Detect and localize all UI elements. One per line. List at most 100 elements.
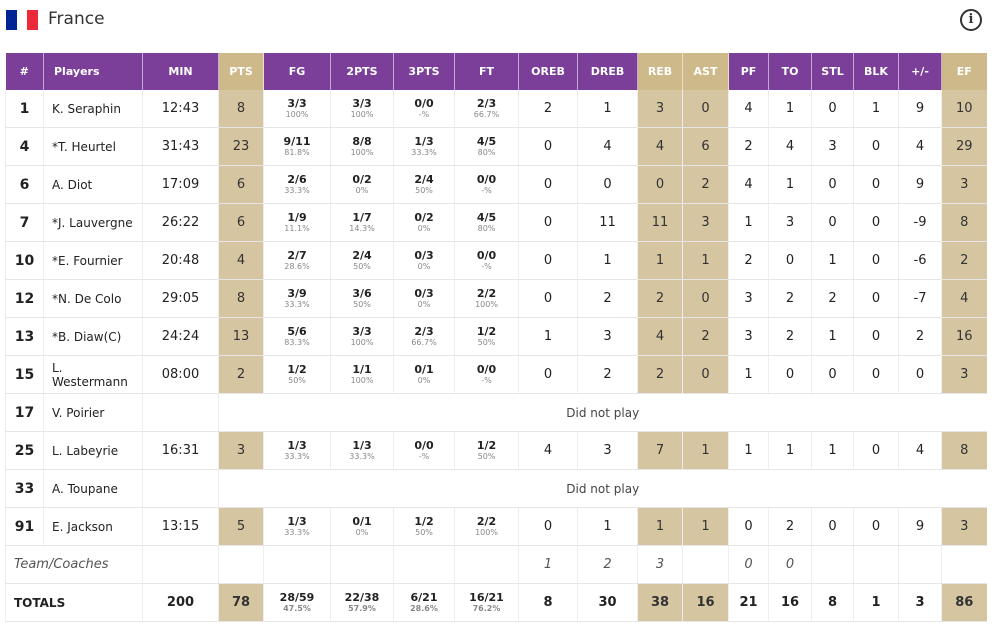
- france-flag-icon: [6, 10, 39, 30]
- reb-cell: 7: [637, 431, 683, 470]
- column-header-fg[interactable]: FG: [263, 53, 331, 90]
- player-name[interactable]: K. Seraphin: [43, 90, 143, 128]
- three-points-cell-made: 0/0: [414, 96, 434, 110]
- player-name[interactable]: L. Westermann: [43, 355, 143, 394]
- three-points-cell-percent: 66.7%: [411, 337, 437, 347]
- two-points-cell-percent: 0%: [355, 527, 369, 537]
- reb-cell: 0: [637, 165, 683, 204]
- to-cell: 2: [768, 317, 812, 356]
- dreb-cell: 4: [577, 127, 638, 166]
- points-cell: 3: [218, 431, 264, 470]
- two-points-cell: 8/8 100%: [330, 127, 394, 166]
- field-goals-cell-percent: 28.6%: [284, 261, 310, 271]
- field-goals-cell-made: 9/11: [283, 134, 311, 148]
- two-points-cell-percent: 100%: [350, 147, 374, 157]
- player-number: 10: [5, 241, 44, 280]
- player-name[interactable]: *B. Diaw(C): [43, 317, 143, 356]
- free-throws-cell-made: 1/2: [476, 438, 497, 452]
- field-goals-cell: 1/3 33.3%: [263, 431, 331, 470]
- box-score-table: # Players MIN PTS FG 2PTS 3PTS FT OREB DREB REB AST…: [5, 53, 987, 622]
- free-throws-cell-made: 2/2: [476, 514, 497, 528]
- field-goals-cell: 3/9 33.3%: [263, 279, 331, 318]
- column-header-number[interactable]: #: [5, 53, 44, 90]
- three-points-cell: 0/1 0%: [393, 355, 455, 394]
- column-header-players[interactable]: Players: [43, 53, 143, 90]
- three-points-cell-percent: 0%: [417, 375, 431, 385]
- three-points-cell: 0/3 0%: [393, 241, 455, 280]
- three-points-cell-percent: 0%: [417, 299, 431, 309]
- free-throws-cell-percent: -%: [481, 375, 492, 385]
- column-header-min[interactable]: MIN: [142, 53, 219, 90]
- efficiency-cell: 3: [941, 165, 987, 204]
- plus-minus-cell: 3: [898, 583, 942, 622]
- minutes-cell: 17:09: [142, 165, 219, 204]
- column-header-plus-minus[interactable]: +/-: [898, 53, 942, 90]
- player-name[interactable]: *T. Heurtel: [43, 127, 143, 166]
- field-goals-cell-made: 1/3: [287, 514, 307, 528]
- blk-cell: 1: [853, 583, 899, 622]
- to-cell: 16: [768, 583, 812, 622]
- column-header-2pts[interactable]: 2PTS: [330, 53, 394, 90]
- player-name[interactable]: A. Toupane: [43, 469, 143, 508]
- three-points-cell-made: 0/3: [414, 286, 434, 300]
- player-row: 25 L. Labeyrie 16:31 3 1/3 33.3% 1/3 33.3% 0/0 -%…: [5, 431, 987, 470]
- empty-cell: [811, 545, 854, 584]
- player-name[interactable]: *N. De Colo: [43, 279, 143, 318]
- three-points-cell-made: 1/2: [414, 514, 434, 528]
- free-throws-cell-percent: 100%: [475, 299, 498, 309]
- column-header-ef[interactable]: EF: [941, 53, 987, 90]
- player-name[interactable]: E. Jackson: [43, 507, 143, 546]
- three-points-cell-made: 2/4: [414, 172, 434, 186]
- column-header-to[interactable]: TO: [768, 53, 812, 90]
- two-points-cell-made: 2/4: [352, 248, 372, 262]
- totals-label: TOTALS: [5, 583, 143, 622]
- free-throws-cell-percent: 100%: [475, 527, 498, 537]
- plus-minus-cell: 0: [898, 355, 942, 394]
- two-points-cell-made: 3/6: [352, 286, 372, 300]
- player-name[interactable]: *E. Fournier: [43, 241, 143, 280]
- ast-cell: 3: [682, 203, 729, 242]
- stl-cell: 0: [811, 203, 854, 242]
- three-points-cell: 2/3 66.7%: [393, 317, 455, 356]
- free-throws-cell-made: 4/5: [476, 134, 497, 148]
- column-header-pf[interactable]: PF: [728, 53, 769, 90]
- player-name[interactable]: V. Poirier: [43, 393, 143, 432]
- empty-cell: [263, 545, 331, 584]
- column-header-pts[interactable]: PTS: [218, 53, 264, 90]
- efficiency-cell: 4: [941, 279, 987, 318]
- free-throws-cell-percent: 50%: [477, 451, 496, 461]
- dreb-cell: 2: [577, 545, 638, 584]
- team-coaches-row: Team/Coaches 1 2 3 0 0: [5, 545, 987, 584]
- player-name[interactable]: *J. Lauvergne: [43, 203, 143, 242]
- column-header-row: # Players MIN PTS FG 2PTS 3PTS FT OREB DREB REB AST…: [5, 53, 987, 90]
- plus-minus-cell: 9: [898, 165, 942, 204]
- efficiency-cell: 10: [941, 90, 987, 128]
- info-icon[interactable]: i: [960, 9, 982, 31]
- ast-cell: 0: [682, 90, 729, 128]
- column-header-3pts[interactable]: 3PTS: [393, 53, 455, 90]
- ast-cell: 0: [682, 355, 729, 394]
- column-header-reb[interactable]: REB: [637, 53, 683, 90]
- dreb-cell: 3: [577, 431, 638, 470]
- player-row: 1 K. Seraphin 12:43 8 3/3 100% 3/3 100% 0/0 -% 2/3…: [5, 90, 987, 128]
- column-header-ast[interactable]: AST: [682, 53, 729, 90]
- column-header-dreb[interactable]: DREB: [577, 53, 638, 90]
- ast-cell: 16: [682, 583, 729, 622]
- free-throws-cell-made: 0/0: [476, 248, 497, 262]
- two-points-cell: 2/4 50%: [330, 241, 394, 280]
- player-number: 91: [5, 507, 44, 546]
- pf-cell: 3: [728, 317, 769, 356]
- field-goals-cell-percent: 33.3%: [284, 185, 310, 195]
- player-name[interactable]: L. Labeyrie: [43, 431, 143, 470]
- three-points-cell: 0/3 0%: [393, 279, 455, 318]
- column-header-blk[interactable]: BLK: [853, 53, 899, 90]
- blk-cell: 0: [853, 355, 899, 394]
- player-name[interactable]: A. Diot: [43, 165, 143, 204]
- dreb-cell: 2: [577, 279, 638, 318]
- column-header-ft[interactable]: FT: [454, 53, 519, 90]
- two-points-cell-percent: 33.3%: [349, 451, 375, 461]
- free-throws-cell: 16/21 76.2%: [454, 583, 519, 622]
- column-header-stl[interactable]: STL: [811, 53, 854, 90]
- column-header-oreb[interactable]: OREB: [518, 53, 578, 90]
- free-throws-cell-made: 4/5: [476, 210, 497, 224]
